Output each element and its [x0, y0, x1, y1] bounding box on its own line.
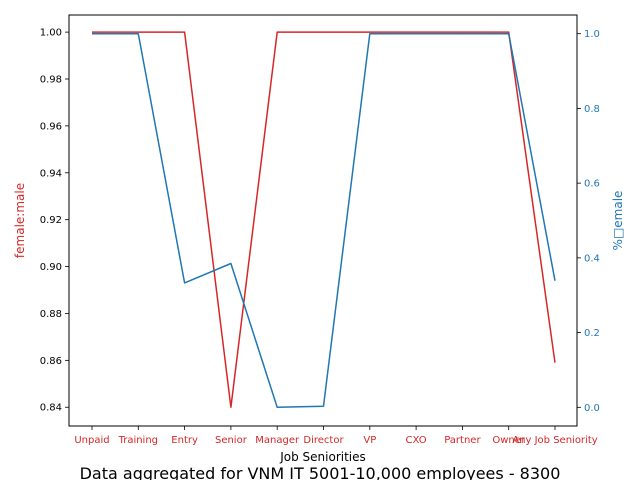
- plot-area-frame: [68, 14, 578, 427]
- right-y-tick-label: 0.4: [584, 253, 600, 264]
- right-y-axis-label: %□emale: [611, 191, 625, 251]
- left-y-tick-label: 0.90: [40, 262, 62, 273]
- right-y-tick-label: 0.8: [584, 104, 600, 115]
- x-tick-label: Unpaid: [74, 435, 109, 446]
- left-y-tick-label: 0.92: [40, 215, 62, 226]
- right-y-tick-label: 0.0: [584, 403, 600, 414]
- left-y-axis-label: female:male: [13, 183, 27, 258]
- x-tick-label: VP: [363, 435, 376, 446]
- x-tick-label: Senior: [215, 435, 248, 446]
- x-tick-label: Training: [118, 435, 158, 446]
- female-male-ratio-line: [92, 31, 556, 408]
- left-y-tick-label: 0.84: [40, 403, 62, 414]
- x-tick-label: Manager: [255, 435, 300, 446]
- left-y-tick-label: 0.88: [40, 309, 62, 320]
- left-y-tick-label: 0.86: [40, 356, 62, 367]
- x-tick-label: Owner: [492, 435, 526, 446]
- x-tick-label: CXO: [406, 435, 427, 446]
- right-y-tick-label: 0.2: [584, 328, 600, 339]
- percent-female-line: [92, 32, 556, 409]
- left-y-tick-label: 0.96: [40, 121, 62, 132]
- x-tick-label: Partner: [444, 435, 481, 446]
- left-y-tick-label: 1.00: [40, 28, 62, 39]
- left-y-tick-label: 0.98: [40, 75, 62, 86]
- right-y-tick-label: 0.6: [584, 179, 600, 190]
- x-tick-label: Director: [303, 435, 344, 446]
- x-axis-label: Job Seniorities: [279, 450, 366, 464]
- x-tick-label: Entry: [171, 435, 198, 446]
- x-tick-label: Any Job Seniority: [512, 435, 597, 446]
- right-y-tick-label: 1.0: [584, 29, 600, 40]
- left-y-tick-label: 0.94: [40, 168, 62, 179]
- chart-caption: Data aggregated for VNM IT 5001-10,000 e…: [80, 464, 561, 480]
